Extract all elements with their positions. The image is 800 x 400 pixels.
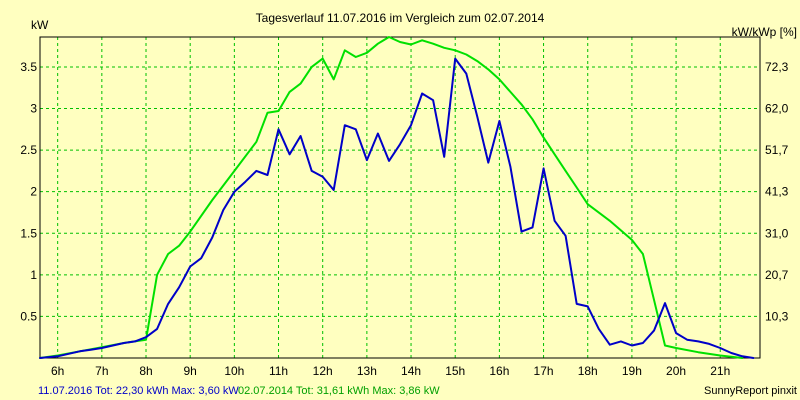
y-tick-label-right: 31,0 (765, 226, 789, 240)
y-tick-label-right: 62,0 (765, 102, 789, 116)
y-tick-label-left: 3 (30, 102, 37, 116)
x-tick-label: 20h (666, 364, 686, 378)
y-tick-label-left: 1.5 (20, 226, 37, 240)
x-tick-label: 18h (578, 364, 598, 378)
series-lines (39, 36, 755, 359)
x-tick-label: 21h (710, 364, 730, 378)
x-tick-label: 7h (95, 364, 108, 378)
footer-series2-label: 02.07.2014 Tot: 31,61 kWh Max: 3,86 kW (238, 385, 440, 397)
x-tick-label: 12h (313, 364, 333, 378)
x-tick-label: 11h (269, 364, 288, 378)
footer-credit: SunnyReport pinxit (704, 385, 797, 397)
y-tick-label-left: 2.5 (20, 143, 37, 157)
x-tick-label: 13h (357, 364, 377, 378)
x-tick-label: 15h (445, 364, 465, 378)
footer-series1-label: 11.07.2016 Tot: 22,30 kWh Max: 3,60 kW (38, 385, 239, 397)
chart-title: Tagesverlauf 11.07.2016 im Vergleich zum… (256, 11, 545, 25)
x-tick-label: 8h (139, 364, 152, 378)
x-tick-label: 6h (51, 364, 64, 378)
x-tick-label: 14h (401, 364, 421, 378)
y-tick-label-right: 51,7 (765, 143, 789, 157)
series-line-2016 (39, 57, 755, 359)
series-line-2014 (39, 36, 744, 359)
y-tick-label-left: 0.5 (20, 309, 37, 323)
y-tick-label-left: 1 (30, 268, 37, 282)
y-tick-label-right: 41,3 (765, 185, 789, 199)
y-tick-label-left: 2 (30, 185, 37, 199)
y-tick-label-right: 10,3 (765, 309, 789, 323)
y-tick-label-left: 3.5 (20, 60, 37, 74)
x-tick-label: 17h (534, 364, 554, 378)
y-axis-left-label: kW (31, 18, 49, 32)
x-tick-label: 9h (184, 364, 197, 378)
y-axis-right-label: kW/kWp [%] (732, 25, 797, 39)
x-tick-label: 10h (224, 364, 244, 378)
grid (40, 37, 760, 358)
plot-frame (39, 36, 761, 359)
y-tick-label-right: 72,3 (765, 60, 789, 74)
axis-ticks: 6h 7h 8h 9h 10h 11h 12h 13h 14h 15h 16h 17h 18h 19h 20… (20, 60, 788, 378)
x-tick-label: 19h (622, 364, 642, 378)
y-tick-label-right: 20,7 (765, 268, 789, 282)
x-tick-label: 16h (489, 364, 509, 378)
